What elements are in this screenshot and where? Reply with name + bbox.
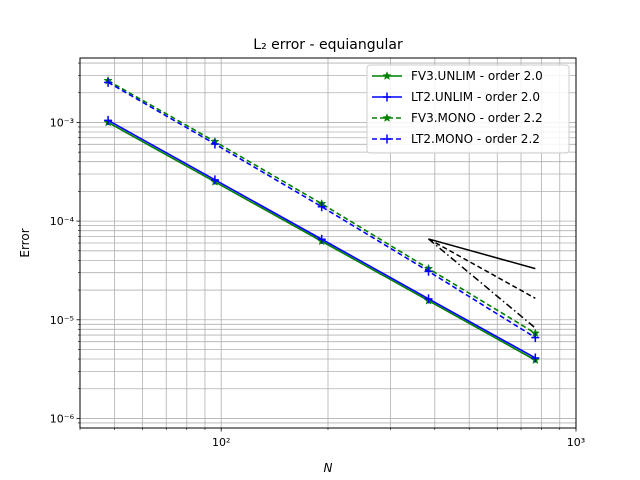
y-tick-label: 10⁻⁵: [50, 314, 74, 327]
legend-box: [366, 64, 570, 154]
legend-label: LT2.UNLIM - order 2.0: [411, 90, 540, 104]
series-line-3: [107, 79, 536, 334]
legend-swatch-marker: [382, 71, 392, 80]
series-4-point: [210, 139, 219, 149]
legend-swatch-marker: [383, 92, 391, 102]
series-2-point: [424, 294, 433, 304]
chart-title: L₂ error - equiangular: [253, 37, 403, 53]
series-2-point: [104, 115, 113, 125]
series-line-4: [107, 81, 536, 339]
y-tick-label: 10⁻⁶: [50, 412, 75, 425]
x-tick-label: 10²: [212, 436, 230, 449]
y-tick-label: 10⁻⁴: [50, 215, 75, 228]
series-4-point: [104, 77, 113, 87]
series-2-point: [531, 353, 540, 363]
legend-label: LT2.MONO - order 2.2: [411, 132, 540, 146]
reference-slope-lines: [428, 238, 536, 329]
axis-ticks: 10² 10³ 10⁻⁶ 10⁻⁵ 10⁻⁴ 10⁻³: [50, 62, 585, 449]
legend-swatch-marker: [383, 134, 391, 144]
x-axis-label: N: [324, 461, 333, 475]
legend: FV3.UNLIM - order 2.0 LT2.UNLIM - order 2…: [366, 64, 570, 154]
legend-label: FV3.UNLIM - order 2.0: [411, 69, 543, 83]
y-axis-label: Error: [18, 228, 32, 257]
legend-label: FV3.MONO - order 2.2: [411, 111, 543, 125]
x-tick-label: 10³: [567, 436, 585, 449]
series-4-point: [531, 333, 540, 343]
y-tick-label: 10⁻³: [50, 116, 74, 129]
series-lines: [103, 75, 540, 365]
reference-slope-order-2: [428, 238, 536, 299]
reference-slope-order-1: [428, 238, 536, 270]
series-2-point: [210, 175, 219, 185]
series-2-point: [317, 234, 326, 244]
series-4-point: [424, 266, 433, 276]
series-4-point: [317, 202, 326, 212]
legend-swatch-marker: [382, 113, 392, 122]
